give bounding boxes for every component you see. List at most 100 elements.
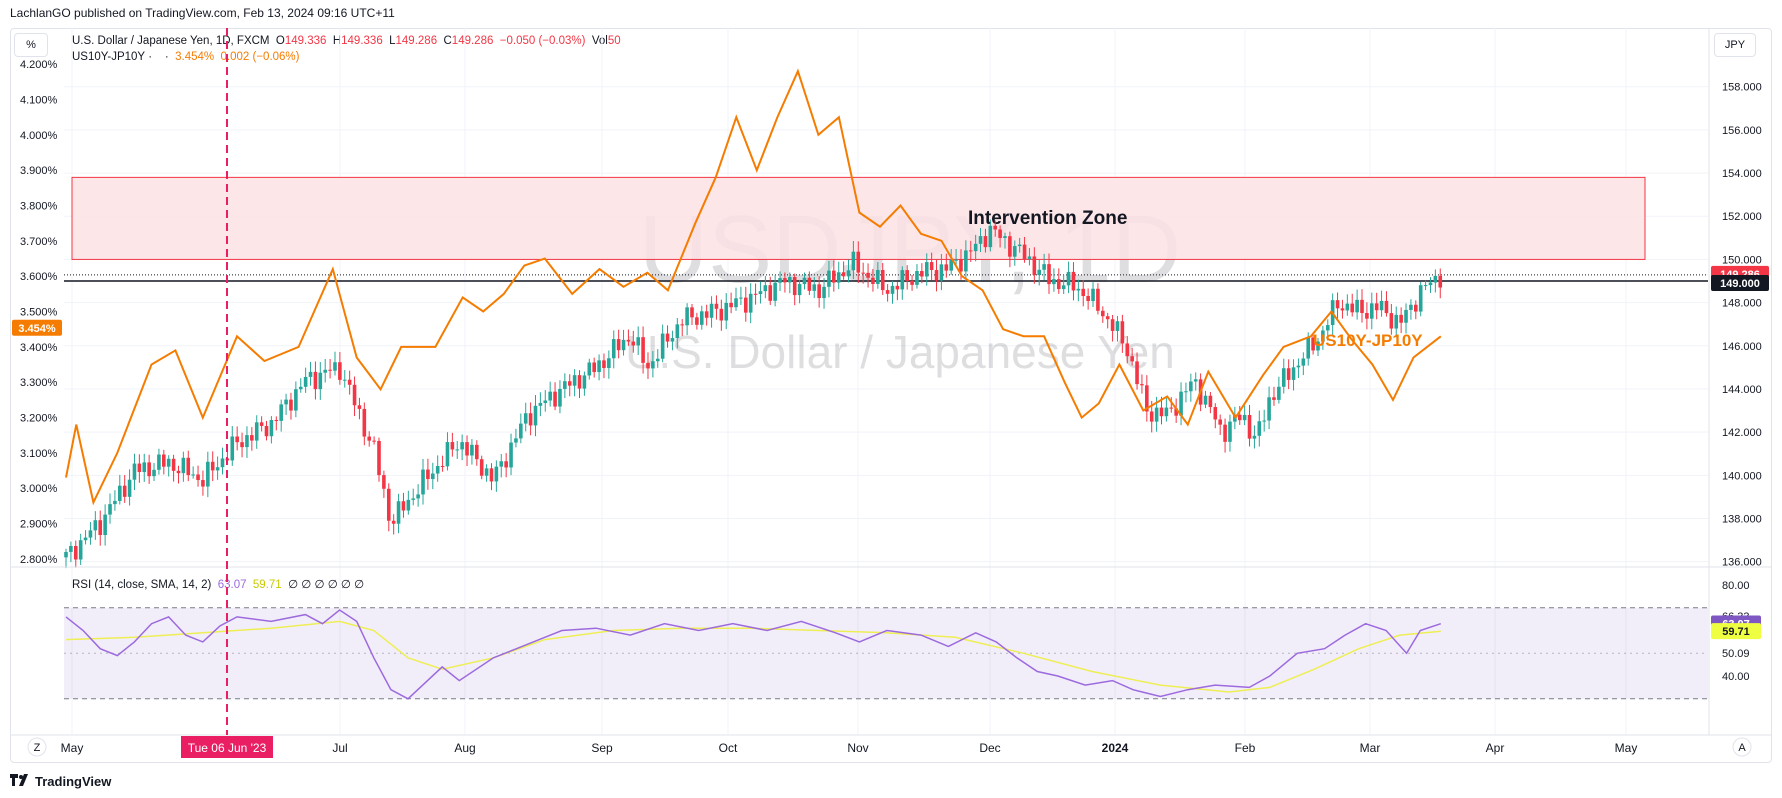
tradingview-brand[interactable]: TradingView	[10, 774, 111, 789]
candle	[401, 492, 406, 518]
candle	[1056, 268, 1061, 294]
candle	[162, 449, 166, 475]
candle	[230, 426, 235, 466]
candle	[572, 369, 577, 397]
candle	[792, 273, 797, 306]
right-axis-tick: 144.000	[1722, 384, 1762, 396]
candle	[724, 293, 729, 330]
candle	[1277, 376, 1281, 404]
crosshair-date-badge: Tue 06 Jun '23	[181, 736, 273, 758]
candle	[1012, 240, 1017, 266]
candle	[250, 427, 254, 451]
candle	[313, 361, 318, 400]
candle	[519, 413, 523, 444]
candle	[328, 359, 332, 379]
left-axis-tick: 3.900%	[20, 165, 58, 177]
spread-badge: 3.454%	[12, 319, 62, 336]
log-scale-button[interactable]: Z	[27, 737, 47, 757]
candle	[1252, 425, 1257, 449]
candle	[1125, 336, 1130, 364]
candle	[318, 362, 323, 400]
auto-scale-button[interactable]: A	[1732, 737, 1752, 757]
candle	[382, 470, 386, 498]
candle	[98, 510, 103, 546]
spread-value: 3.454%	[175, 51, 215, 63]
candle	[695, 312, 699, 330]
time-axis[interactable]: May Jul Aug Sep Oct Nov Dec 2024 Feb Mar Apr May	[61, 741, 1638, 755]
candle	[494, 460, 499, 492]
spread-line[interactable]	[65, 68, 1442, 506]
candle	[773, 275, 777, 307]
candle	[88, 522, 93, 545]
candle	[548, 381, 552, 407]
candle	[920, 263, 924, 284]
crosshair-date: Tue 06 Jun '23	[188, 741, 267, 755]
candle	[778, 271, 782, 292]
spread-series-legend[interactable]: US10Y-JP10Y · · 3.454% 0.002 (−0.06%)	[72, 51, 300, 63]
candle	[1105, 312, 1110, 329]
candle	[1237, 405, 1242, 425]
candle	[1032, 247, 1037, 284]
low-value: 149.286	[395, 35, 438, 47]
rsi-sma-line[interactable]	[65, 620, 1441, 693]
currency-button[interactable]: JPY	[1714, 33, 1756, 57]
left-axis-tick: 3.100%	[20, 448, 58, 460]
candle	[342, 370, 347, 388]
volume-value: 50	[607, 35, 621, 47]
candle	[993, 220, 998, 237]
rsi-line[interactable]	[65, 609, 1442, 700]
candle	[1321, 325, 1325, 350]
candle	[563, 373, 567, 399]
candle	[655, 349, 660, 368]
candle	[1135, 352, 1139, 390]
candle	[93, 511, 98, 540]
horizontal-line-badge-text: 149.000	[1720, 278, 1760, 290]
candle	[465, 435, 469, 467]
candle	[1291, 359, 1296, 391]
candle	[871, 269, 875, 292]
candle	[1281, 358, 1286, 394]
candle	[1257, 410, 1262, 447]
percent-scale-button[interactable]: %	[14, 33, 48, 57]
left-price-axis[interactable]: 4.200% 4.100% 4.000% 3.900% 3.800% 3.700% 3.60…	[20, 59, 58, 566]
candle	[421, 458, 425, 505]
candle	[1350, 293, 1355, 317]
intervention-zone-label: Intervention Zone	[968, 208, 1127, 229]
candle	[1076, 279, 1081, 302]
rsi-sma-value: 59.71	[252, 579, 282, 591]
right-axis-tick: 146.000	[1722, 341, 1762, 353]
candle	[846, 259, 851, 283]
candle	[890, 280, 895, 304]
candle	[274, 416, 279, 431]
candle	[1272, 386, 1276, 406]
candle	[289, 392, 293, 420]
candle	[763, 276, 768, 299]
right-price-axis[interactable]: 158.000 156.000 154.000 152.000 150.000 148.0…	[1722, 82, 1762, 569]
candle	[1433, 269, 1438, 293]
rsi-extras: ∅ ∅ ∅ ∅ ∅ ∅	[288, 579, 365, 591]
candle	[621, 329, 626, 356]
candle	[333, 351, 337, 376]
candle	[1174, 398, 1178, 423]
candle	[259, 416, 264, 432]
candle	[1369, 292, 1374, 330]
left-axis-tick: 3.600%	[20, 271, 58, 283]
candle	[743, 286, 748, 322]
candle	[680, 319, 685, 337]
candle	[1184, 382, 1188, 403]
candle	[1409, 299, 1413, 320]
main-series-legend[interactable]: U.S. Dollar / Japanese Yen, 1D, FXCM O14…	[72, 35, 621, 47]
rsi-legend[interactable]: RSI (14, close, SMA, 14, 2) 63.07 59.71 …	[72, 577, 364, 591]
candle	[147, 454, 151, 484]
candle	[1066, 261, 1071, 294]
candle	[670, 330, 675, 351]
candle	[1423, 280, 1428, 291]
candle	[484, 464, 489, 482]
auto-scale-label: A	[1738, 742, 1746, 754]
candle	[1228, 414, 1232, 452]
candle	[1008, 231, 1012, 268]
candle	[1110, 314, 1115, 342]
candle	[924, 253, 929, 286]
